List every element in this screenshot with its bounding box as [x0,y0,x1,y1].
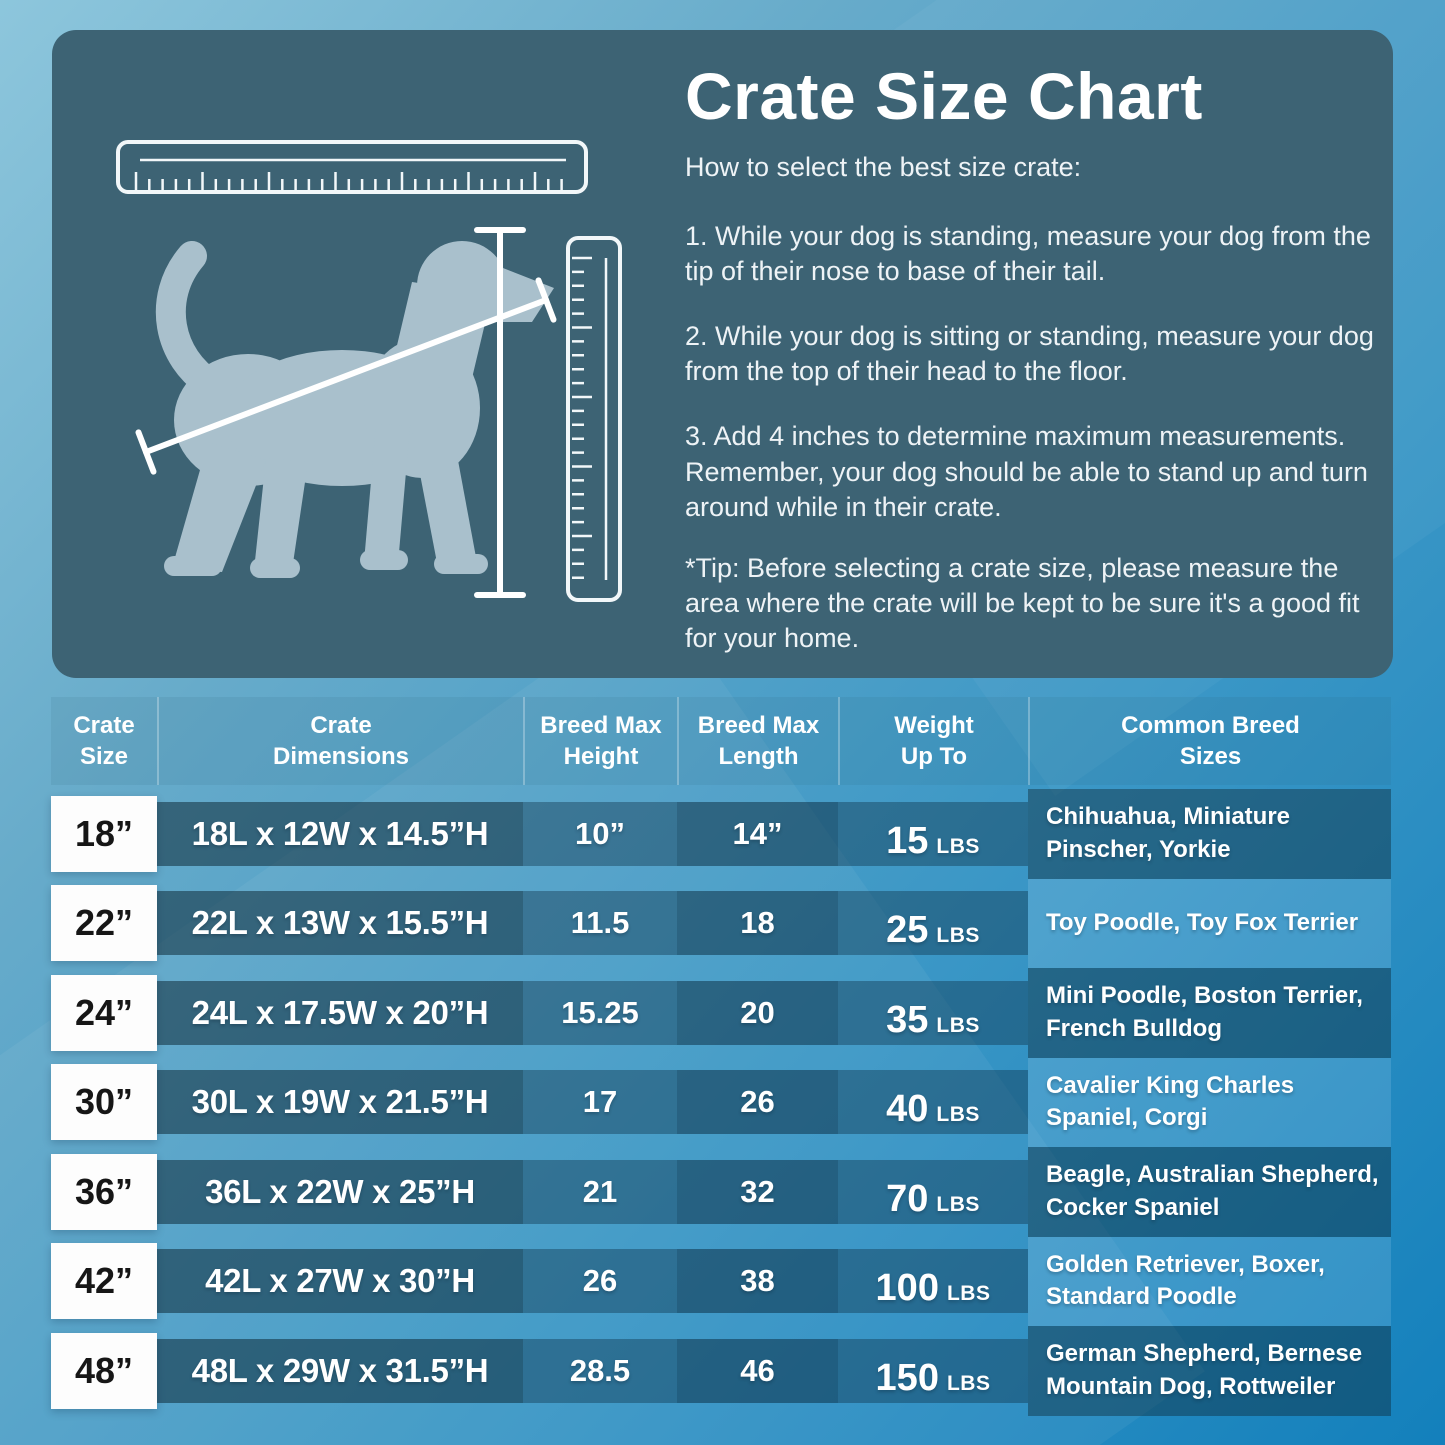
weight-unit: LBS [936,1013,980,1037]
instruction-step-2: 2. While your dog is sitting or standing… [685,321,1374,387]
table-row: 22” 22L x 13W x 15.5”H 11.5 18 25 LBS To… [51,878,1391,968]
weight-value: 35 [886,998,929,1041]
table-body: 18” 18L x 12W x 14.5”H 10” 14” 15 LBS Ch… [51,789,1391,1416]
vertical-ruler-icon [566,236,622,602]
breed-max-length-cell: 26 [677,1070,838,1135]
horizontal-ruler-icon [116,140,588,194]
weight-up-to-cell: 150 LBS [838,1338,1028,1403]
breed-max-length-cell: 38 [677,1249,838,1314]
breed-max-length-cell: 18 [677,891,838,956]
column-header-weight-up-to: Weight Up To [838,697,1028,785]
column-header-crate-size: Crate Size [73,711,135,770]
weight-up-to-cell: 15 LBS [838,801,1028,866]
crate-dimensions-cell: 48L x 29W x 31.5”H [157,1338,523,1403]
weight-up-to-cell: 100 LBS [838,1249,1028,1314]
common-breeds-cell: German Shepherd, Bernese Mountain Dog, R… [1028,1326,1391,1416]
common-breeds-cell: Chihuahua, Miniature Pinscher, Yorkie [1028,789,1391,879]
crate-dimensions-cell: 18L x 12W x 14.5”H [157,801,523,866]
column-header-common-breed-sizes: Common Breed Sizes [1028,697,1391,785]
weight-up-to-cell: 35 LBS [838,980,1028,1045]
column-header-breed-max-height: Breed Max Height [523,697,677,785]
dog-measurement-graphic [116,140,622,602]
breed-max-height-cell: 21 [523,1159,677,1224]
dog-silhouette-icon [155,241,554,578]
weight-unit: LBS [946,1371,991,1395]
breed-max-height-cell: 10” [523,801,677,866]
column-header-breed-max-length: Breed Max Length [677,697,838,785]
instruction-step-3: 3. Add 4 inches to determine maximum mea… [685,421,1368,522]
common-breeds-cell: Cavalier King Charles Spaniel, Corgi [1028,1057,1391,1147]
table-row: 24” 24L x 17.5W x 20”H 15.25 20 35 LBS M… [51,968,1391,1058]
weight-value: 40 [886,1088,929,1131]
breed-max-length-cell: 20 [677,980,838,1045]
subtitle: How to select the best size crate: [685,152,1082,182]
weight-up-to-cell: 70 LBS [838,1159,1028,1224]
breed-max-length-cell: 32 [677,1159,838,1224]
weight-unit: LBS [946,1282,991,1306]
crate-dimensions-cell: 22L x 13W x 15.5”H [157,891,523,956]
instruction-tip: *Tip: Before selecting a crate size, ple… [685,552,1360,653]
column-header-crate-dimensions: Crate Dimensions [157,697,523,785]
crate-size-cell: 42” [51,1243,157,1320]
breed-max-height-cell: 11.5 [523,891,677,956]
v-ruler-ticks [572,256,592,579]
weight-value: 150 [875,1356,939,1399]
h-ruler-ticks [134,172,563,190]
height-measure-line [474,227,526,598]
breed-max-height-cell: 17 [523,1070,677,1135]
table-row: 48” 48L x 29W x 31.5”H 28.5 46 150 LBS G… [51,1326,1391,1416]
weight-up-to-cell: 40 LBS [838,1070,1028,1135]
crate-size-cell: 48” [51,1332,157,1409]
crate-dimensions-cell: 42L x 27W x 30”H [157,1249,523,1314]
weight-unit: LBS [936,1192,980,1216]
common-breeds-cell: Beagle, Australian Shepherd, Cocker Span… [1028,1147,1391,1237]
weight-value: 25 [886,909,929,952]
table-row: 18” 18L x 12W x 14.5”H 10” 14” 15 LBS Ch… [51,789,1391,879]
table-row: 42” 42L x 27W x 30”H 26 38 100 LBS Golde… [51,1236,1391,1326]
breed-max-height-cell: 28.5 [523,1338,677,1403]
crate-size-cell: 30” [51,1064,157,1141]
common-breeds-cell: Mini Poodle, Boston Terrier, French Bull… [1028,968,1391,1058]
table-row: 36” 36L x 22W x 25”H 21 32 70 LBS Beagle… [51,1147,1391,1237]
weight-up-to-cell: 25 LBS [838,891,1028,956]
weight-unit: LBS [936,834,980,858]
crate-dimensions-cell: 24L x 17.5W x 20”H [157,980,523,1045]
length-measure-line [135,277,557,475]
common-breeds-cell: Toy Poodle, Toy Fox Terrier [1028,878,1391,968]
crate-dimensions-cell: 30L x 19W x 21.5”H [157,1070,523,1135]
breed-max-height-cell: 15.25 [523,980,677,1045]
crate-size-cell: 36” [51,1153,157,1230]
page-title: Crate Size Chart [685,59,1203,133]
breed-max-length-cell: 46 [677,1338,838,1403]
weight-unit: LBS [936,1103,980,1127]
weight-value: 70 [886,1177,929,1220]
common-breeds-cell: Golden Retriever, Boxer, Standard Poodle [1028,1236,1391,1326]
breed-max-length-cell: 14” [677,801,838,866]
crate-size-cell: 18” [51,795,157,872]
instruction-step-1: 1. While your dog is standing, measure y… [685,221,1371,287]
table-header-row: Crate Size Crate Dimensions Breed Max He… [51,697,1391,785]
crate-size-cell: 24” [51,974,157,1051]
crate-dimensions-cell: 36L x 22W x 25”H [157,1159,523,1224]
weight-unit: LBS [936,924,980,948]
instruction-panel: Crate Size Chart How to select the best … [52,30,1393,678]
weight-value: 15 [886,819,929,862]
panel-text-block: Crate Size Chart How to select the best … [685,58,1385,656]
crate-size-cell: 22” [51,885,157,962]
weight-value: 100 [875,1267,939,1310]
table-row: 30” 30L x 19W x 21.5”H 17 26 40 LBS Cava… [51,1057,1391,1147]
breed-max-height-cell: 26 [523,1249,677,1314]
